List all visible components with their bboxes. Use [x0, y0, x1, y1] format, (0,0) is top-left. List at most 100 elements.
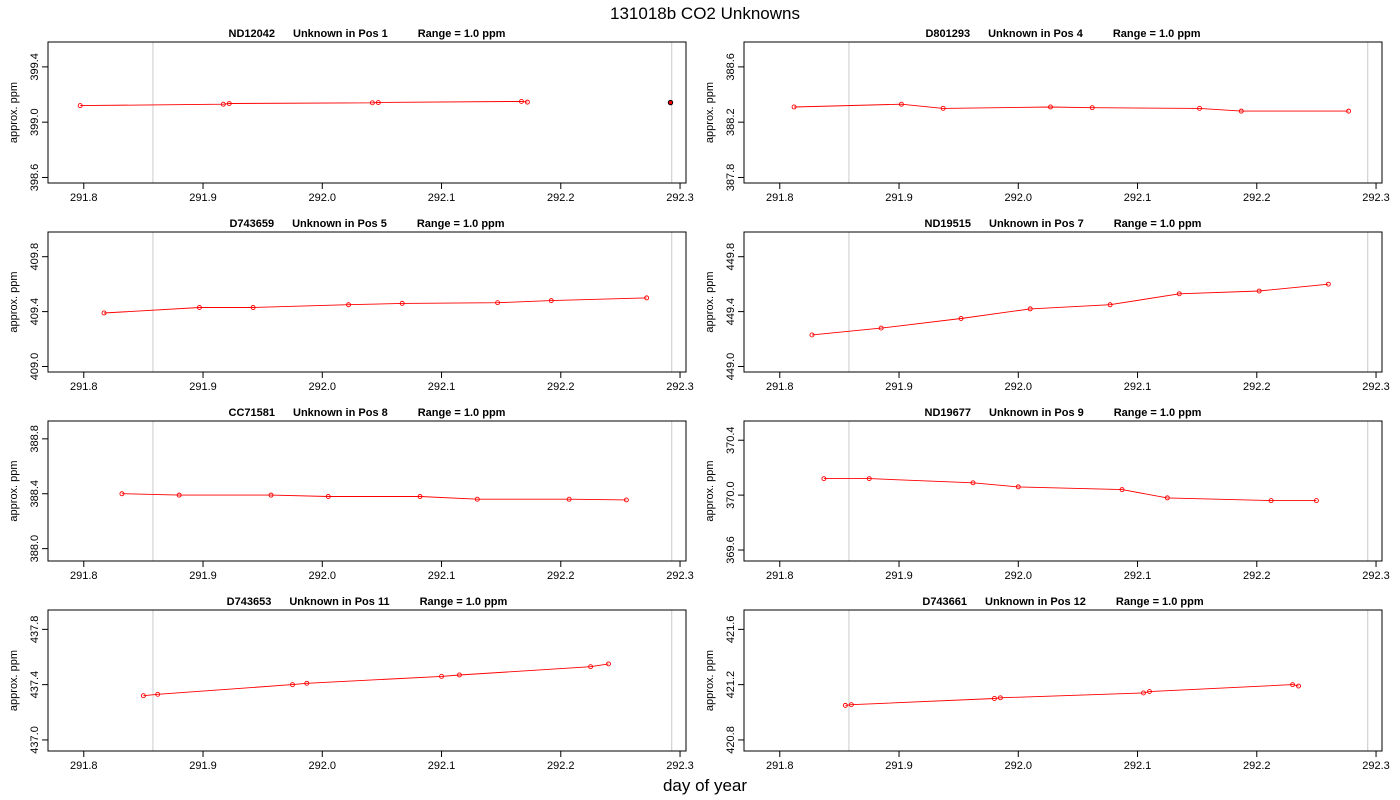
series-line: [845, 684, 1299, 706]
data-point: [77, 103, 83, 109]
y-tick-label: 421.2: [725, 671, 737, 699]
data-point: [848, 702, 854, 708]
figure-title: 131018b CO2 Unknowns: [610, 4, 800, 23]
plot-frame: [47, 609, 687, 752]
series-line: [80, 100, 528, 107]
x-tick-label: 292.1: [428, 570, 456, 582]
plot-frame: [743, 41, 1383, 184]
series-line: [823, 478, 1317, 502]
panel-4: ND19515 Unknown in Pos 7 Range = 1.0 ppm 29…: [704, 218, 1390, 393]
x-tick-label: 291.8: [766, 192, 794, 204]
panel-title-id: D743659: [229, 218, 274, 230]
data-point: [325, 494, 331, 499]
data-point: [1296, 683, 1301, 689]
x-tick-label: 291.9: [885, 192, 913, 204]
x-tick-label: 292.3: [666, 760, 694, 772]
x-tick-label: 292.0: [309, 192, 337, 204]
y-tick-label: 437.8: [29, 616, 41, 644]
x-tick-label: 292.2: [547, 192, 575, 204]
panel-1: ND12042 Unknown in Pos 1 Range = 1.0 ppm 29…: [8, 28, 694, 204]
data-point: [1346, 108, 1352, 114]
x-tick-label: 292.1: [428, 760, 456, 772]
panel-6: ND19677 Unknown in Pos 9 Range = 1.0 ppm 29…: [704, 407, 1390, 582]
panel-7: D743653 Unknown in Pos 11 Range = 1.0 ppm 2…: [8, 596, 694, 772]
x-tick-label: 291.8: [70, 760, 98, 772]
panel-title-id: ND12042: [229, 28, 275, 40]
panel-title: ND12042 Unknown in Pos 1 Range = 1.0 ppm: [229, 28, 506, 40]
data-point: [866, 476, 872, 482]
data-point: [623, 497, 629, 503]
x-tick-label: 291.8: [70, 381, 98, 393]
y-axis-label: approx. ppm: [8, 650, 20, 711]
series-line: [121, 493, 627, 501]
y-tick-label: 449.8: [725, 243, 737, 271]
data-point: [1147, 689, 1152, 695]
x-tick-label: 292.2: [1243, 760, 1271, 772]
plot-frame: [743, 609, 1383, 752]
panel-title: CC71581 Unknown in Pos 8 Range = 1.0 ppm: [229, 407, 506, 419]
data-point: [958, 316, 964, 321]
panel-title: D801293 Unknown in Pos 4 Range = 1.0 ppm: [925, 28, 1200, 40]
data-point: [1141, 690, 1146, 696]
panel-title: D743661 Unknown in Pos 12 Range = 1.0 ppm: [922, 596, 1203, 608]
x-tick-label: 291.9: [189, 570, 217, 582]
x-tick-label: 292.1: [1124, 570, 1152, 582]
panel-title: D743653 Unknown in Pos 11 Range = 1.0 ppm: [227, 596, 508, 608]
data-point: [140, 693, 146, 699]
data-point: [220, 101, 226, 107]
data-point: [304, 680, 310, 686]
x-tick-label: 292.1: [1124, 381, 1152, 393]
data-point: [101, 310, 107, 316]
data-point: [1256, 288, 1262, 294]
plot-frame: [743, 420, 1383, 562]
data-point: [1164, 495, 1170, 501]
data-point: [346, 302, 351, 308]
y-tick-label: 388.2: [725, 108, 737, 136]
x-tick-label: 291.9: [885, 381, 913, 393]
x-tick-label: 291.9: [885, 760, 913, 772]
panel-title-pos: Unknown in Pos 1: [293, 28, 388, 40]
panel-title-range: Range = 1.0 ppm: [1114, 218, 1202, 230]
panel-title-range: Range = 1.0 ppm: [420, 596, 508, 608]
panel-title-pos: Unknown in Pos 7: [989, 218, 1084, 230]
x-tick-label: 292.2: [547, 760, 575, 772]
data-point: [1107, 302, 1113, 308]
data-point: [369, 100, 375, 106]
y-tick-label: 398.6: [29, 164, 41, 192]
data-point: [197, 305, 202, 310]
data-point: [176, 492, 182, 498]
x-tick-label: 291.8: [766, 760, 794, 772]
data-point: [842, 702, 848, 708]
x-tick-label: 292.0: [309, 760, 337, 772]
y-axis-label: approx. ppm: [8, 271, 20, 332]
data-point: [524, 99, 530, 105]
panel-title-pos: Unknown in Pos 12: [985, 596, 1086, 608]
data-point: [1313, 498, 1319, 504]
x-tick-label: 292.0: [309, 570, 337, 582]
plot-frame: [47, 231, 687, 373]
x-tick-label: 291.8: [70, 570, 98, 582]
panel-title-range: Range = 1.0 ppm: [1114, 407, 1202, 419]
panel-title: ND19677 Unknown in Pos 9 Range = 1.0 ppm: [925, 407, 1202, 419]
data-point: [588, 664, 594, 670]
data-point: [1268, 498, 1274, 504]
panel-title-id: CC71581: [229, 407, 275, 419]
data-point: [268, 492, 274, 498]
data-point: [940, 105, 946, 111]
plot-frame: [743, 231, 1383, 373]
y-tick-label: 388.4: [29, 480, 41, 508]
data-point: [119, 491, 125, 497]
data-point: [250, 305, 256, 310]
data-point: [226, 101, 232, 106]
panel-title: D743659 Unknown in Pos 5 Range = 1.0 ppm: [229, 218, 504, 230]
data-point: [1197, 105, 1202, 111]
x-tick-label: 292.3: [1362, 381, 1390, 393]
panel-title-pos: Unknown in Pos 5: [292, 218, 387, 230]
x-tick-label: 292.3: [666, 570, 694, 582]
x-tick-label: 292.1: [428, 192, 456, 204]
data-point: [970, 480, 976, 486]
x-tick-label: 292.0: [1005, 760, 1033, 772]
y-tick-label: 409.8: [29, 243, 41, 271]
data-point: [991, 696, 997, 701]
panel-title-id: D743661: [922, 596, 967, 608]
